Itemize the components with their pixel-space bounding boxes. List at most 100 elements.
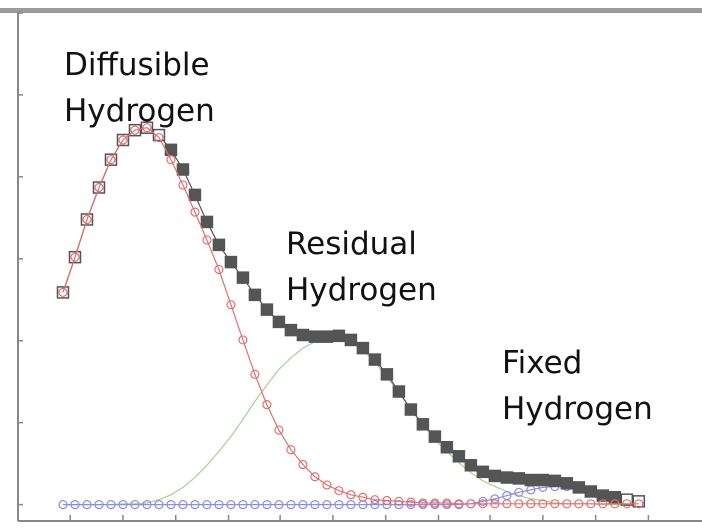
data-point bbox=[202, 235, 212, 245]
data-point bbox=[598, 499, 608, 509]
data-point bbox=[82, 214, 92, 225]
data-point bbox=[94, 500, 104, 510]
data-point bbox=[512, 472, 526, 485]
data-point bbox=[404, 403, 418, 416]
data-point bbox=[370, 500, 380, 510]
series-line bbox=[62, 127, 639, 502]
data-point bbox=[442, 498, 452, 508]
data-point bbox=[200, 215, 214, 229]
data-point bbox=[524, 473, 538, 487]
series-line bbox=[63, 486, 639, 506]
data-point bbox=[190, 500, 200, 510]
data-point bbox=[416, 418, 430, 431]
data-point bbox=[56, 286, 70, 299]
data-point bbox=[106, 500, 116, 510]
data-point bbox=[392, 385, 406, 398]
data-point bbox=[490, 494, 500, 504]
data-point bbox=[418, 498, 428, 508]
data-point bbox=[262, 500, 272, 510]
data-point bbox=[574, 499, 584, 509]
data-point bbox=[562, 499, 572, 509]
data-point bbox=[502, 499, 512, 509]
data-point bbox=[548, 474, 562, 488]
data-point bbox=[536, 473, 550, 487]
data-point bbox=[238, 500, 248, 510]
data-point bbox=[226, 500, 236, 510]
data-point bbox=[358, 492, 368, 502]
data-point bbox=[130, 500, 140, 510]
data-point bbox=[142, 123, 152, 133]
data-point bbox=[166, 155, 176, 165]
data-point bbox=[94, 182, 104, 193]
data-point bbox=[284, 323, 298, 337]
data-point bbox=[346, 490, 356, 500]
data-point bbox=[202, 500, 212, 510]
data-point bbox=[310, 500, 320, 510]
data-point bbox=[368, 353, 382, 366]
data-point bbox=[188, 188, 202, 202]
data-point bbox=[154, 132, 164, 143]
data-point bbox=[178, 500, 188, 510]
data-point bbox=[428, 430, 442, 443]
data-point bbox=[262, 400, 272, 410]
data-point bbox=[344, 333, 358, 347]
data-point bbox=[320, 330, 334, 343]
data-point bbox=[214, 264, 224, 275]
data-point bbox=[550, 499, 560, 509]
data-point bbox=[382, 495, 392, 506]
top-frame bbox=[0, 8, 702, 13]
data-point bbox=[440, 441, 454, 454]
data-point bbox=[58, 287, 68, 297]
data-point bbox=[248, 288, 262, 302]
data-point bbox=[224, 255, 238, 269]
data-point bbox=[274, 425, 284, 435]
data-point bbox=[572, 481, 586, 494]
data-point bbox=[212, 238, 226, 252]
data-point bbox=[538, 499, 548, 509]
data-point bbox=[298, 500, 308, 510]
data-point bbox=[430, 498, 440, 508]
data-point bbox=[476, 465, 490, 479]
data-point bbox=[58, 500, 68, 510]
annotation: Diffusible Hydrogen bbox=[64, 47, 215, 129]
data-point bbox=[70, 500, 80, 510]
data-point bbox=[310, 472, 320, 482]
data-point bbox=[130, 125, 140, 135]
data-point bbox=[274, 500, 284, 510]
data-point bbox=[260, 303, 274, 316]
data-point bbox=[152, 128, 166, 142]
data-point bbox=[142, 500, 152, 510]
data-point bbox=[406, 497, 416, 507]
data-point bbox=[464, 459, 478, 472]
data-point bbox=[358, 500, 368, 510]
data-point bbox=[178, 180, 188, 190]
data-point bbox=[610, 499, 620, 509]
data-point bbox=[406, 500, 416, 510]
data-point bbox=[322, 500, 332, 510]
data-point bbox=[452, 450, 466, 463]
data-point bbox=[608, 490, 622, 504]
data-point bbox=[560, 477, 574, 490]
data-point bbox=[154, 500, 164, 510]
data-point bbox=[334, 500, 344, 510]
data-point bbox=[394, 496, 404, 506]
data-point bbox=[214, 500, 224, 510]
data-point bbox=[380, 368, 394, 381]
data-point bbox=[346, 500, 356, 510]
data-point bbox=[176, 163, 190, 176]
data-point bbox=[118, 500, 128, 510]
data-point bbox=[286, 445, 296, 455]
data-point bbox=[500, 471, 514, 484]
data-point bbox=[308, 330, 322, 343]
data-point bbox=[106, 155, 116, 165]
data-point bbox=[322, 480, 332, 490]
data-point bbox=[166, 500, 176, 510]
data-point bbox=[634, 499, 644, 509]
data-point bbox=[632, 495, 646, 508]
data-point bbox=[70, 252, 80, 262]
data-point bbox=[586, 499, 596, 509]
data-point bbox=[118, 135, 128, 145]
data-point bbox=[82, 500, 92, 510]
